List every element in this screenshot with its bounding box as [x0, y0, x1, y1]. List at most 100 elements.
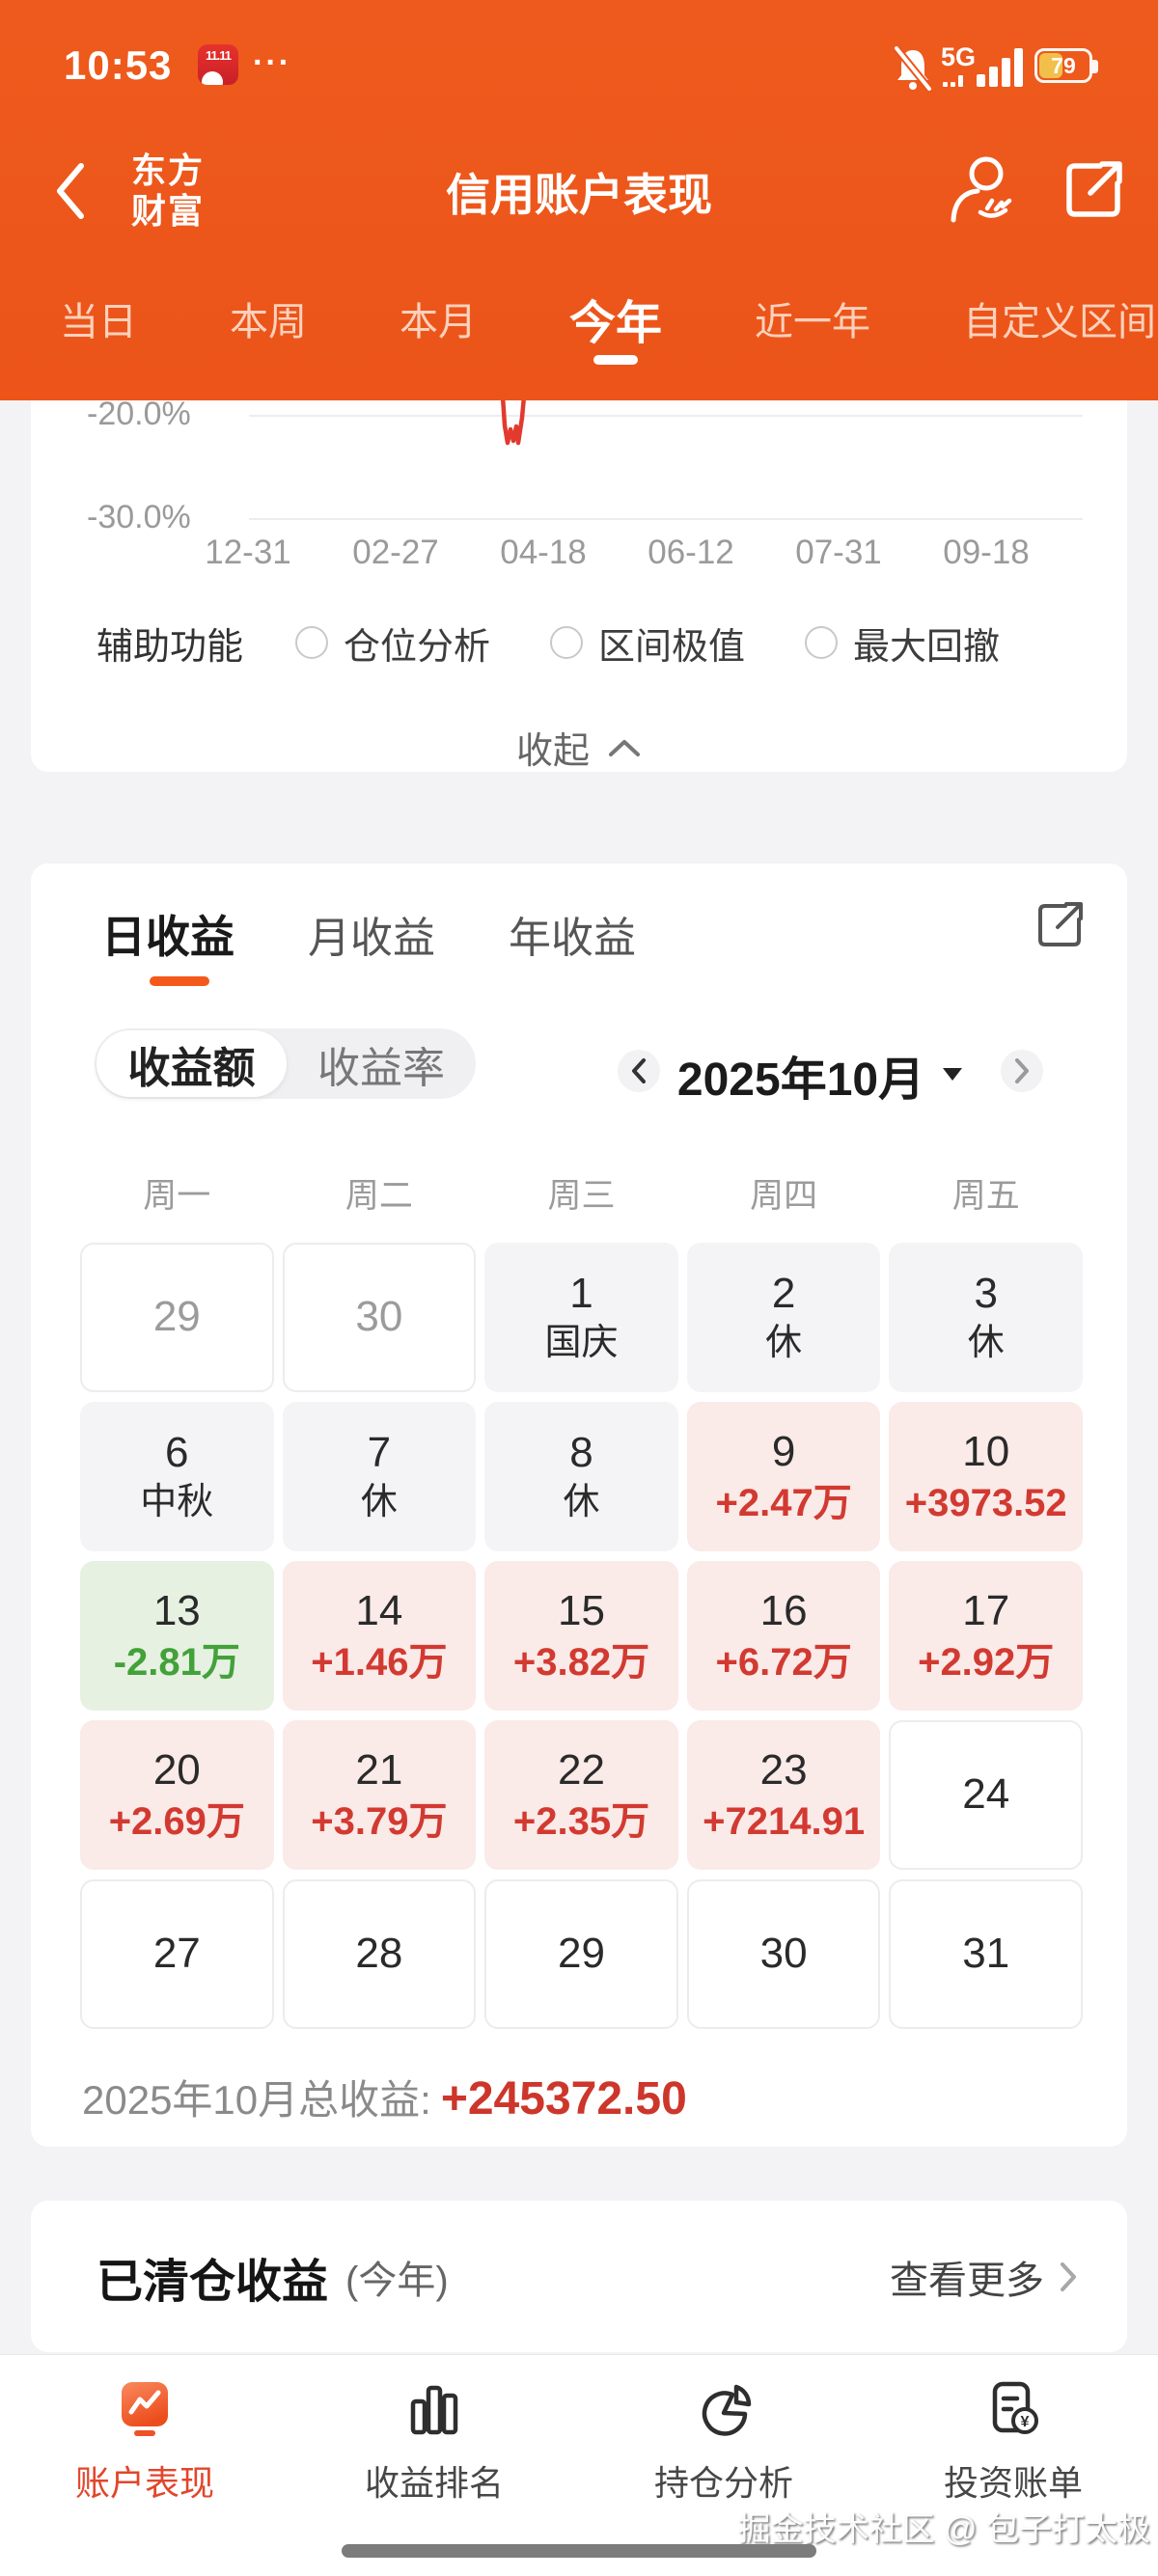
- calendar-day-cell[interactable]: 7 休: [282, 1402, 477, 1551]
- calendar-day-cell[interactable]: 31: [889, 1879, 1083, 2029]
- dropdown-caret-icon[interactable]: [943, 1068, 962, 1081]
- nav-account-performance[interactable]: 账户表现: [0, 2355, 290, 2529]
- earnings-tab-underline: [150, 976, 209, 986]
- radio-icon[interactable]: [550, 626, 584, 659]
- notification-dots: ···: [253, 44, 291, 81]
- calendar-day-cell[interactable]: 3 休: [889, 1243, 1083, 1392]
- calendar-day-cell[interactable]: 22 +2.35万: [484, 1720, 678, 1870]
- prev-month-button[interactable]: [618, 1050, 660, 1092]
- weekday-label: 周四: [750, 1177, 818, 1215]
- calendar-day-cell[interactable]: 15 +3.82万: [484, 1561, 678, 1711]
- radio-icon[interactable]: [805, 626, 839, 659]
- toggle-rate[interactable]: 收益率: [317, 1044, 445, 1092]
- calendar-day-cell[interactable]: 29: [80, 1243, 274, 1392]
- period-tab[interactable]: 本周: [230, 301, 307, 343]
- cleared-title: 已清仓收益: [96, 2257, 329, 2308]
- x-tick-label: 04-18: [500, 534, 587, 571]
- mascot-face: [202, 71, 223, 85]
- bill-icon: ¥: [981, 2378, 1045, 2442]
- export-icon[interactable]: [1033, 898, 1087, 957]
- toggle-amount[interactable]: 收益额: [96, 1030, 287, 1097]
- period-tab[interactable]: 本月: [400, 301, 477, 343]
- calendar-day-cell[interactable]: 6 中秋: [80, 1402, 274, 1551]
- calendar-day-cell[interactable]: 17 +2.92万: [889, 1561, 1083, 1711]
- sim2-signal-icon: [943, 75, 963, 87]
- earnings-calendar: 29 30 1 国庆 2 休 3: [80, 1243, 1083, 2029]
- weekday-label: 周三: [547, 1177, 616, 1215]
- y-axis-label: -30.0%: [87, 499, 191, 535]
- battery-indicator: 79: [1034, 48, 1098, 83]
- nav-investment-bill[interactable]: ¥ 投资账单: [868, 2355, 1158, 2529]
- period-tab-bar: 当日 本周 本月 今年 近一年 自定义区间: [0, 284, 1158, 353]
- calendar-day-cell[interactable]: 1 国庆: [484, 1243, 678, 1392]
- period-tab[interactable]: 自定义区间: [963, 301, 1157, 343]
- x-tick-label: 07-31: [795, 534, 882, 571]
- calendar-day-cell[interactable]: 27: [80, 1879, 274, 2029]
- promo-app-icon: 11.11: [198, 44, 238, 85]
- weekday-label: 周一: [143, 1177, 211, 1215]
- share-icon[interactable]: [1060, 156, 1127, 229]
- watermark: 掘金技术社区 @ 包子打太极: [737, 2511, 1150, 2548]
- month-selector[interactable]: 2025年10月: [676, 1055, 925, 1106]
- next-month-button[interactable]: [1001, 1050, 1043, 1092]
- earnings-tab[interactable]: 日收益: [101, 912, 234, 962]
- calendar-day-cell[interactable]: 9 +2.47万: [686, 1402, 881, 1551]
- calendar-day-cell[interactable]: 16 +6.72万: [686, 1561, 881, 1711]
- month-total-value: +245372.50: [440, 2073, 687, 2124]
- x-axis-ticks: 12-31 02-27 04-18 06-12 07-31 09-18: [195, 534, 1039, 572]
- calendar-day-cell[interactable]: 13 -2.81万: [80, 1561, 274, 1711]
- calendar-day-cell[interactable]: 10 +3973.52: [889, 1402, 1083, 1551]
- back-button[interactable]: [50, 160, 93, 222]
- svg-text:¥: ¥: [1021, 2414, 1030, 2430]
- calendar-day-cell[interactable]: 29: [484, 1879, 678, 2029]
- home-indicator[interactable]: [342, 2544, 816, 2558]
- assist-functions-row: 辅助功能 仓位分析 区间极值 最大回撤: [96, 620, 1083, 668]
- radio-icon[interactable]: [295, 626, 329, 659]
- calendar-day-cell[interactable]: 23 +7214.91: [686, 1720, 881, 1870]
- bar-chart-icon: [402, 2378, 466, 2442]
- month-total-label: 2025年10月总收益:: [82, 2077, 431, 2123]
- chevron-up-icon: [609, 739, 640, 756]
- nav-position-analysis[interactable]: 持仓分析: [579, 2355, 868, 2529]
- assist-option[interactable]: 区间极值: [550, 617, 745, 670]
- x-tick-label: 09-18: [943, 534, 1030, 571]
- x-tick-label: 12-31: [205, 534, 291, 571]
- earnings-tab-bar: 日收益 月收益 年收益: [101, 902, 636, 966]
- amount-rate-toggle[interactable]: 收益额 收益率: [95, 1028, 476, 1099]
- period-tab[interactable]: 今年: [569, 298, 663, 349]
- calendar-day-cell[interactable]: 30: [282, 1243, 477, 1392]
- page-title: 信用账户表现: [446, 170, 712, 220]
- weekday-label: 周五: [951, 1177, 1020, 1215]
- customer-service-icon[interactable]: [942, 152, 1015, 234]
- calendar-day-cell[interactable]: 30: [686, 1879, 881, 2029]
- x-tick-label: 02-27: [352, 534, 439, 571]
- return-line-series: [501, 400, 526, 446]
- collapse-toggle[interactable]: 收起: [31, 721, 1127, 774]
- calendar-day-cell[interactable]: 28: [282, 1879, 477, 2029]
- weekday-label: 周二: [345, 1177, 413, 1215]
- status-bar: 10:53 11.11 ··· 5G 79: [0, 42, 1158, 93]
- nav-earnings-ranking[interactable]: 收益排名: [290, 2355, 579, 2529]
- assist-option[interactable]: 最大回撤: [805, 617, 1000, 670]
- performance-chart-card: -20.0% -30.0% 12-31 02-27 04-18 06-12 07-31 0…: [31, 396, 1127, 774]
- period-tab[interactable]: 当日: [60, 301, 137, 343]
- calendar-day-cell[interactable]: 8 休: [484, 1402, 678, 1551]
- chevron-right-icon: [1061, 2262, 1076, 2291]
- eastmoney-logo[interactable]: 东方 财富: [130, 151, 205, 231]
- calendar-day-cell[interactable]: 24: [889, 1720, 1083, 1870]
- earnings-card: 日收益 月收益 年收益 收益额 收益率 2025年10月 周一 周二 周三 周四 周五 …: [31, 863, 1127, 2147]
- calendar-day-cell[interactable]: 14 +1.46万: [282, 1561, 477, 1711]
- calendar-day-cell[interactable]: 21 +3.79万: [282, 1720, 477, 1870]
- period-tab[interactable]: 近一年: [755, 301, 871, 343]
- earnings-tab[interactable]: 年收益: [509, 915, 636, 962]
- calendar-day-cell[interactable]: 2 休: [686, 1243, 881, 1392]
- bell-muted-icon: [893, 45, 933, 96]
- assist-options: 仓位分析 区间极值 最大回撤: [295, 617, 1060, 670]
- calendar-day-cell[interactable]: 20 +2.69万: [80, 1720, 274, 1870]
- signal-bars-icon: [977, 48, 1023, 87]
- gridline-20pct: [249, 415, 1083, 417]
- assist-option[interactable]: 仓位分析: [295, 617, 490, 670]
- earnings-tab[interactable]: 月收益: [308, 915, 435, 962]
- app-header-area: 10:53 11.11 ··· 5G 79: [0, 0, 1158, 400]
- view-more-link[interactable]: 查看更多: [890, 2260, 1044, 2302]
